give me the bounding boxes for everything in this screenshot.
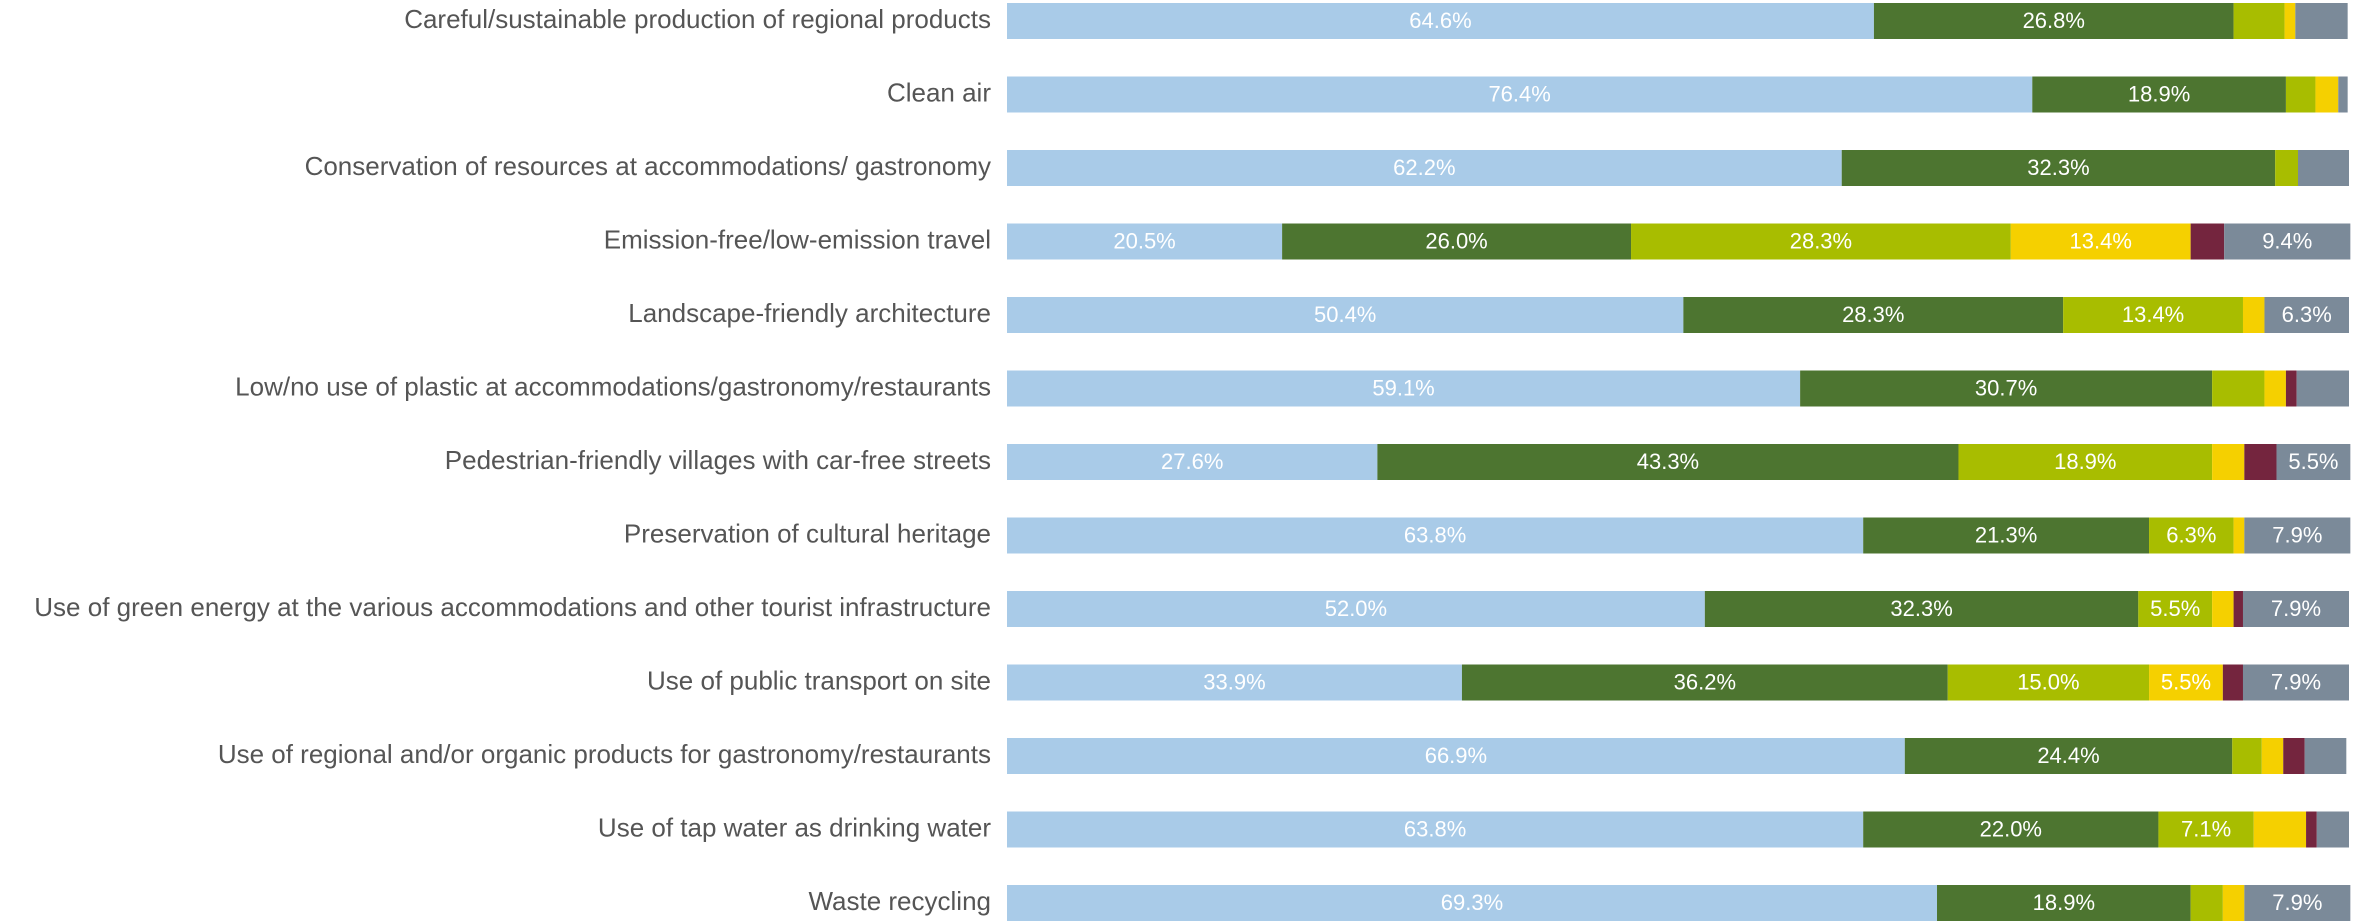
category-label: Use of regional and/or organic products … [218,739,991,769]
bar-segment [2286,371,2297,407]
category-label: Pedestrian-friendly villages with car-fr… [445,445,991,475]
bar-segment [2244,444,2276,480]
value-label: 20.5% [1113,228,1175,253]
value-label: 36.2% [1674,669,1736,694]
value-label: 21.3% [1975,522,2037,547]
value-label: 52.0% [1325,596,1387,621]
page: {"chart_data": {"type": "stacked-bar-hor… [0,0,2361,922]
value-label: 28.3% [1842,302,1904,327]
value-label: 64.6% [1409,8,1471,33]
category-label: Preservation of cultural heritage [624,518,991,548]
bar-segment [2254,812,2306,848]
value-label: 22.0% [1980,816,2042,841]
value-label: 30.7% [1975,375,2037,400]
value-label: 27.6% [1161,449,1223,474]
category-label: Careful/sustainable production of region… [404,4,991,34]
value-label: 32.3% [2027,155,2089,180]
value-label: 7.9% [2272,890,2322,915]
category-label: Use of tap water as drinking water [598,812,991,842]
bar-segment [2305,738,2347,774]
category-label: Waste recycling [808,886,991,916]
value-label: 5.5% [2161,669,2211,694]
value-label: 43.3% [1637,449,1699,474]
bar-segment [2315,77,2338,113]
value-label: 7.1% [2181,816,2231,841]
value-label: 63.8% [1404,816,1466,841]
value-label: 26.0% [1425,228,1487,253]
bar-segment [2212,591,2233,627]
value-label: 18.9% [2033,890,2095,915]
bar-segment [2286,77,2316,113]
bar-segment [2212,371,2264,407]
value-label: 6.3% [2282,302,2332,327]
bar-segment [2191,885,2223,921]
bar-segment [2317,812,2349,848]
bar-segment [2234,518,2245,554]
value-label: 63.8% [1404,522,1466,547]
bar-segment [2191,224,2225,260]
bar-segment [2243,297,2264,333]
value-label: 13.4% [2122,302,2184,327]
category-label: Clean air [887,77,991,107]
bar-segment [2264,371,2285,407]
bar-segment [2295,3,2347,39]
chart: Careful/sustainable production of region… [0,0,2361,922]
value-label: 9.4% [2262,228,2312,253]
value-label: 32.3% [1890,596,1952,621]
value-label: 13.4% [2070,228,2132,253]
value-label: 26.8% [2023,8,2085,33]
category-label: Use of public transport on site [647,665,991,695]
bar-segment [2234,591,2243,627]
bar-segment [2306,812,2317,848]
bar-segment [2262,738,2283,774]
bar-segment [2234,3,2285,39]
bar-segment [2283,738,2304,774]
value-label: 62.2% [1393,155,1455,180]
value-label: 66.9% [1425,743,1487,768]
value-label: 28.3% [1790,228,1852,253]
bar-segment [2338,77,2347,113]
value-label: 50.4% [1314,302,1376,327]
value-label: 7.9% [2271,596,2321,621]
value-label: 69.3% [1441,890,1503,915]
category-label: Low/no use of plastic at accommodations/… [235,371,991,401]
bar-segment [2223,885,2244,921]
bar-segment [2212,444,2244,480]
bar-segment [2275,150,2298,186]
value-label: 5.5% [2288,449,2338,474]
value-label: 24.4% [2037,743,2099,768]
bar-segment [2285,3,2296,39]
bar-segment [2232,738,2262,774]
value-label: 5.5% [2150,596,2200,621]
value-label: 18.9% [2054,449,2116,474]
bar-segment [2223,665,2243,701]
value-label: 18.9% [2128,81,2190,106]
category-label: Emission-free/low-emission travel [604,224,991,254]
value-label: 7.9% [2271,669,2321,694]
value-label: 59.1% [1372,375,1434,400]
value-label: 7.9% [2272,522,2322,547]
category-label: Use of green energy at the various accom… [34,592,991,622]
value-label: 76.4% [1488,81,1550,106]
value-label: 15.0% [2017,669,2079,694]
category-label: Landscape-friendly architecture [628,298,991,328]
value-label: 33.9% [1203,669,1265,694]
bar-segment [2297,371,2349,407]
category-label: Conservation of resources at accommodati… [305,151,991,181]
value-label: 6.3% [2166,522,2216,547]
bar-segment [2298,150,2349,186]
